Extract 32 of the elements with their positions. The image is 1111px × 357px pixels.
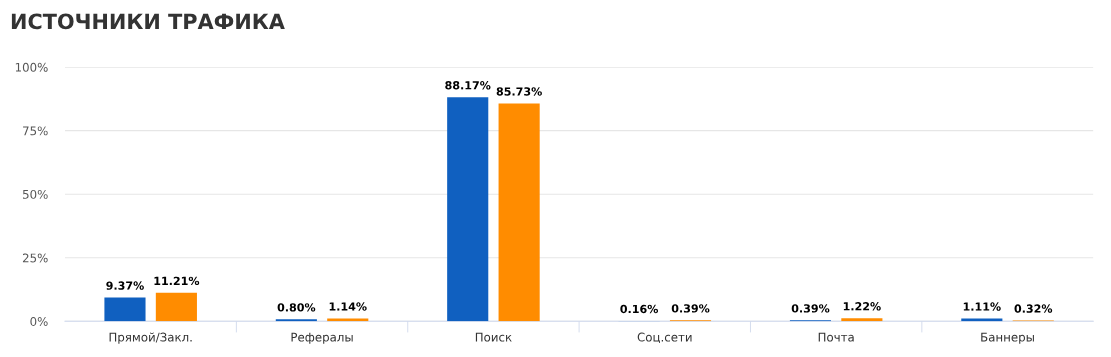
- y-tick-label: 50%: [23, 189, 48, 199]
- bar: [841, 318, 883, 322]
- y-tick-label: 75%: [23, 126, 48, 136]
- data-label: 0.39%: [671, 304, 710, 313]
- x-tick-label: Поиск: [475, 332, 512, 342]
- data-label: 9.37%: [106, 281, 144, 290]
- data-label: 1.22%: [843, 302, 881, 311]
- data-label: 0.32%: [1014, 304, 1053, 313]
- data-label: 1.14%: [329, 302, 367, 311]
- y-tick-label: 0%: [30, 317, 48, 326]
- x-tick-label: Прямой/Закл.: [109, 332, 192, 344]
- bar: [104, 297, 146, 322]
- data-label: 85.73%: [496, 87, 542, 96]
- x-tick-label: Соц.сети: [637, 332, 692, 344]
- data-label: 11.21%: [154, 276, 200, 286]
- bar: [498, 103, 540, 322]
- y-tick-label: 25%: [22, 253, 48, 263]
- bar: [327, 318, 369, 322]
- y-tick-label: 100%: [15, 62, 48, 72]
- data-label: 0.39%: [791, 304, 830, 313]
- bar: [275, 319, 317, 322]
- data-label: 0.80%: [277, 303, 316, 312]
- x-tick-label: Рефералы: [291, 332, 353, 344]
- data-label: 0.16%: [620, 304, 659, 314]
- x-tick-label: Почта: [818, 332, 854, 342]
- bar: [155, 292, 197, 322]
- x-tick-label: Баннеры: [981, 332, 1034, 344]
- data-label: 1.11%: [963, 302, 1001, 311]
- data-label: 88.17%: [445, 81, 491, 90]
- bar: [961, 318, 1003, 322]
- bar: [447, 97, 489, 322]
- chart-title: ИСТОЧНИКИ ТРАФИКА: [11, 13, 285, 30]
